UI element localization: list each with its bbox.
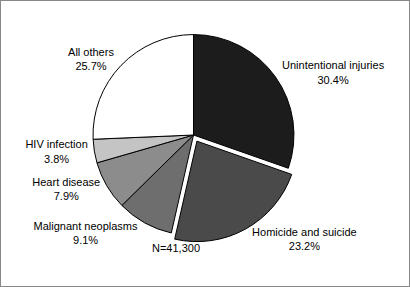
svg-text:N=41,300: N=41,300 (152, 242, 200, 254)
svg-text:Unintentional injuries30.4%: Unintentional injuries30.4% (282, 59, 385, 85)
svg-text:HIV infection3.8%: HIV infection3.8% (25, 138, 87, 164)
svg-text:All others25.7%: All others25.7% (68, 46, 114, 72)
svg-text:Heart disease7.9%: Heart disease7.9% (32, 176, 100, 202)
svg-text:Homicide and suicide23.2%: Homicide and suicide23.2% (252, 226, 357, 252)
svg-text:Malignant neoplasms9.1%: Malignant neoplasms9.1% (34, 220, 138, 246)
